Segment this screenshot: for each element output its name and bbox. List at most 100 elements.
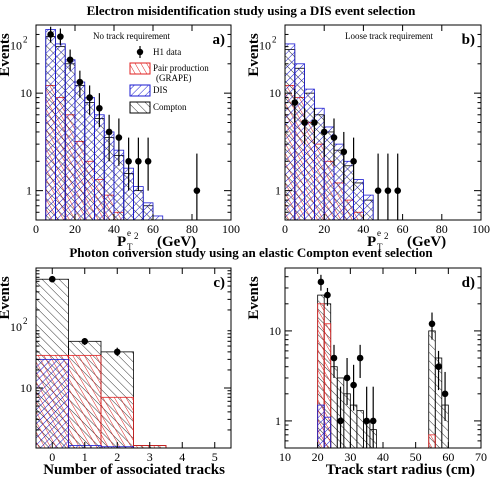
series-data bbox=[291, 89, 402, 220]
data-point bbox=[96, 104, 103, 112]
data-point bbox=[115, 134, 123, 141]
y-tick-label: 10 bbox=[269, 86, 281, 100]
x-tick-label: 1 bbox=[82, 450, 88, 464]
x-tick-label: 20 bbox=[69, 222, 81, 236]
panel-annotation: Loose track requirement bbox=[345, 31, 433, 41]
x-tick-label: 60 bbox=[147, 222, 159, 236]
data-point bbox=[48, 275, 56, 283]
x-axis-label-unit: (GeV) bbox=[157, 234, 196, 250]
legend-swatch-dis bbox=[129, 84, 151, 97]
y-tick-label-exponent: 2 bbox=[23, 316, 28, 326]
hist-bin-dis bbox=[74, 81, 86, 221]
hist-bin-dis bbox=[142, 202, 154, 221]
y-tick-label: 1 bbox=[275, 414, 281, 428]
plot-frame bbox=[35, 267, 232, 449]
data-point bbox=[193, 187, 201, 194]
x-tick-label: 20 bbox=[318, 222, 330, 236]
panel-annotation: No track requirement bbox=[93, 31, 170, 41]
hist-bin-dis bbox=[343, 160, 354, 221]
x-tick-label: 100 bbox=[222, 222, 240, 236]
legend-label-grape: (GRAPE) bbox=[156, 73, 192, 83]
hist-bin-compton bbox=[356, 410, 364, 449]
x-axis-label: Number of associated tracks bbox=[43, 462, 225, 478]
data-point bbox=[311, 119, 318, 126]
hist-bin-dis bbox=[294, 63, 305, 221]
panel-label: a) bbox=[213, 32, 226, 48]
data-point bbox=[324, 291, 331, 299]
y-tick-label-base: 10 bbox=[10, 39, 22, 53]
data-point bbox=[330, 134, 338, 141]
y-tick-label-base: 10 bbox=[259, 39, 271, 53]
series-dis bbox=[284, 43, 374, 221]
legend-label-data: H1 data bbox=[153, 47, 181, 57]
data-point bbox=[317, 278, 325, 286]
data-point bbox=[394, 187, 402, 194]
x-axis-label-supsub: 2 bbox=[384, 231, 389, 241]
title-top: Electron misidentification study using a… bbox=[87, 3, 417, 18]
legend-swatch-pair bbox=[129, 62, 151, 75]
hist-bin-dis bbox=[353, 179, 364, 221]
data-point bbox=[340, 148, 348, 156]
hist-bin-compton bbox=[330, 366, 338, 449]
data-point bbox=[57, 33, 64, 40]
series-data bbox=[47, 26, 201, 220]
data-point bbox=[105, 128, 113, 136]
x-tick-label: 40 bbox=[108, 222, 120, 236]
legend-label-dis: DIS bbox=[153, 85, 168, 95]
x-axis-label-sub: T bbox=[377, 242, 383, 252]
x-tick-label: 30 bbox=[344, 450, 356, 464]
legend: H1 data Pair production(GRAPE) DIS Compton bbox=[129, 46, 209, 114]
x-tick-label: 50 bbox=[410, 450, 422, 464]
data-point bbox=[144, 157, 152, 165]
legend-label-compton: Compton bbox=[153, 102, 187, 112]
data-point bbox=[343, 374, 351, 382]
x-tick-label: 4 bbox=[179, 450, 185, 464]
hist-bin-pair bbox=[100, 396, 134, 449]
legend-swatch-compton bbox=[129, 101, 151, 114]
data-point bbox=[441, 390, 449, 398]
x-tick-label: 100 bbox=[472, 222, 490, 236]
y-tick-label: 10 bbox=[269, 324, 281, 338]
data-point bbox=[384, 187, 392, 194]
y-tick-label-exponent: 2 bbox=[23, 35, 28, 45]
hist-bin-dis bbox=[94, 114, 105, 221]
hist-bin-dis bbox=[304, 88, 315, 221]
data-point bbox=[320, 128, 328, 136]
x-axis-label-main: P bbox=[367, 234, 376, 250]
data-point bbox=[81, 338, 89, 345]
x-tick-label: 70 bbox=[475, 450, 487, 464]
panel-d: 10 20 30 40 50 60 70 1 10 Events Track start radiu… bbox=[246, 267, 487, 478]
y-tick-label: 10 bbox=[20, 381, 32, 395]
x-tick-label: 5 bbox=[212, 450, 218, 464]
hist-bin-dis bbox=[55, 43, 66, 221]
x-tick-label: 60 bbox=[442, 450, 454, 464]
data-point bbox=[301, 119, 308, 126]
hist-bin-dis bbox=[64, 59, 76, 221]
data-point bbox=[428, 320, 436, 328]
data-point bbox=[86, 94, 93, 101]
data-point bbox=[135, 157, 142, 165]
y-axis-label: Events bbox=[246, 276, 262, 320]
x-tick-label: 20 bbox=[312, 450, 324, 464]
data-point bbox=[356, 354, 364, 362]
data-point bbox=[66, 56, 74, 64]
x-tick-label: 80 bbox=[436, 222, 448, 236]
y-tick-label: 10 bbox=[20, 86, 32, 100]
series-data bbox=[48, 275, 121, 357]
plot-frame bbox=[284, 267, 482, 449]
x-tick-label: 60 bbox=[397, 222, 409, 236]
data-point bbox=[350, 381, 357, 389]
hist-bin-dis bbox=[84, 97, 95, 221]
x-tick-label: 10 bbox=[279, 450, 291, 464]
data-point bbox=[374, 187, 382, 194]
hist-bin-dis bbox=[317, 404, 325, 449]
series-data bbox=[317, 274, 449, 448]
data-point bbox=[47, 31, 54, 38]
panel-label: d) bbox=[462, 275, 475, 291]
data-point bbox=[337, 417, 344, 425]
panel-label: b) bbox=[462, 32, 475, 48]
x-tick-label: 40 bbox=[377, 450, 389, 464]
